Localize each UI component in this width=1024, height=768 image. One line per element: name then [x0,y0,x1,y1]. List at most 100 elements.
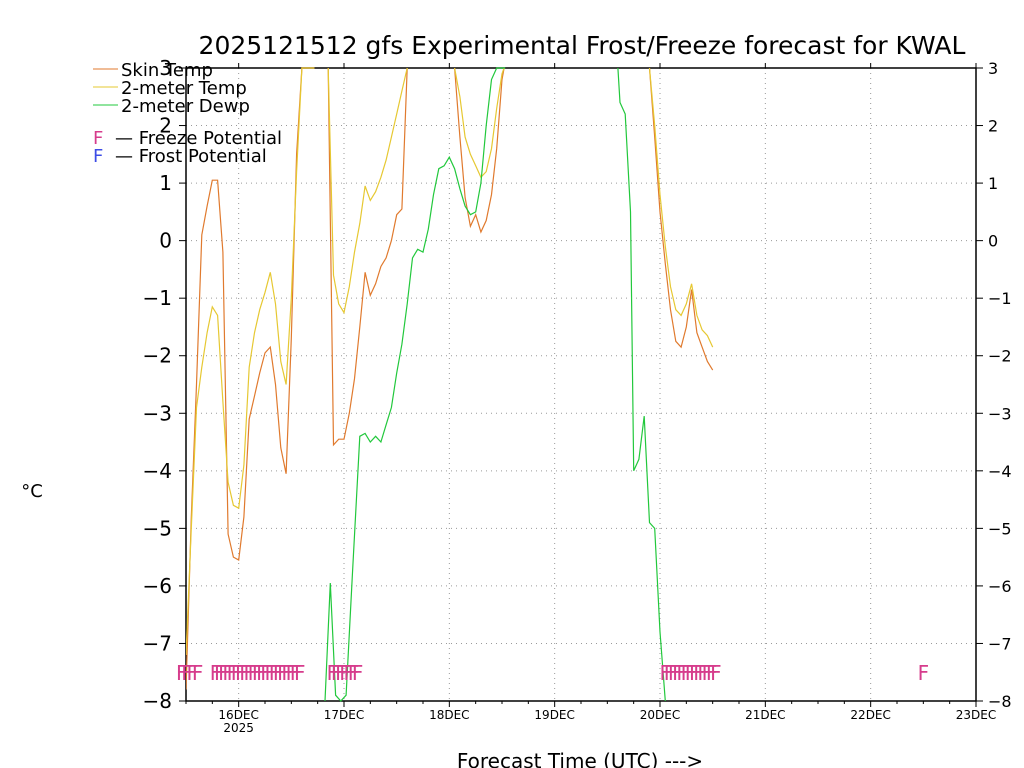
freeze-marker: F [681,661,693,685]
legend-skin-temp: Skin Temp [121,60,213,81]
freeze-marker: F [187,661,199,685]
x-tick-label: 23DEC [956,708,996,722]
y-tick-label-left: −8 [143,689,172,713]
x-tick-label: 18DEC [429,708,469,722]
freeze-marker: F [685,661,697,685]
x-tick-label: 22DEC [850,708,890,722]
x-tick-label: 21DEC [745,708,785,722]
legend-frost-marker: F [93,146,103,167]
y-tick-label-right: −5 [988,519,1012,538]
y-tick-label-left: −3 [143,401,172,425]
freeze-marker: F [706,661,718,685]
plot-frame [185,67,977,702]
freeze-marker: F [256,661,268,685]
legend: Skin Temp 2-meter Temp 2-meter Dewp F — … [93,60,282,167]
freeze-marker: F [348,661,360,685]
x-tick-sublabel: 2025 [223,721,254,735]
freeze-marker: F [352,661,364,685]
freeze-marker: F [269,661,281,685]
freeze-marker: F [918,661,930,685]
freeze-marker: F [181,661,193,685]
freeze-marker: F [664,661,676,685]
y-tick-label-left: 1 [159,171,172,195]
freeze-marker: F [286,661,298,685]
freeze-marker: F [676,661,688,685]
y-tick-label-right: −7 [988,634,1012,653]
tick-labels: −8 −8 −7 −7 −6 −6 −5 −5 −4 −4 −3 −3 −2 −2 −1 −1 0 0 1 1 2 2 3 3… [143,56,1012,735]
freeze-marker: F [710,661,722,685]
x-axis-label: Forecast Time (UTC) ---> [457,749,703,768]
freeze-marker: F [243,661,255,685]
y-tick-label-right: −8 [988,692,1012,711]
x-tick-label: 17DEC [324,708,364,722]
axes [179,63,983,707]
freeze-marker: F [210,661,222,685]
freeze-marker: F [227,661,239,685]
y-tick-label-left: 0 [159,229,172,253]
freeze-marker: F [697,661,709,685]
freeze-marker: F [192,661,204,685]
y-axis-label: °C [21,481,43,502]
freeze-marker: F [339,661,351,685]
y-tick-label-right: −2 [988,347,1012,366]
freeze-marker: F [689,661,701,685]
x-tick-label: 16DEC [218,708,258,722]
series-group [186,67,714,702]
series-line-2-meter-temp [186,67,714,656]
freeze-marker: F [281,661,293,685]
legend-frost-text: — Frost Potential [115,146,267,167]
freeze-marker: F [231,661,243,685]
y-tick-label-right: 3 [988,59,998,78]
freeze-marker: F [290,661,302,685]
freeze-marker: F [252,661,264,685]
y-tick-label-right: 2 [988,117,998,136]
y-tick-label-right: 1 [988,174,998,193]
y-tick-label-left: −6 [143,574,172,598]
y-tick-label-right: −1 [988,289,1012,308]
freeze-marker: F [235,661,247,685]
freeze-marker: F [331,661,343,685]
freeze-marker: F [344,661,356,685]
freeze-marker: F [214,661,226,685]
series-line-skin-temp [186,67,714,690]
y-tick-label-left: 3 [159,56,172,80]
freeze-marker: F [668,661,680,685]
freeze-marker: F [222,661,234,685]
x-tick-label: 20DEC [640,708,680,722]
freeze-marker: F [277,661,289,685]
y-tick-label-left: −5 [143,516,172,540]
freeze-marker: F [294,661,306,685]
y-tick-label-left: 2 [159,114,172,138]
legend-2m-dewp: 2-meter Dewp [121,96,250,117]
y-tick-label-left: −1 [143,286,172,310]
freeze-marker: F [335,661,347,685]
y-tick-label-right: −3 [988,404,1012,423]
legend-2m-temp: 2-meter Temp [121,78,247,99]
freeze-marker: F [260,661,272,685]
legend-freeze-marker: F [93,128,103,149]
freeze-marker: F [672,661,684,685]
freeze-marker: F [273,661,285,685]
freeze-marker: F [218,661,230,685]
y-tick-label-left: −2 [143,344,172,368]
chart-title: 2025121512 gfs Experimental Frost/Freeze… [199,31,966,60]
y-tick-label-left: −7 [143,631,172,655]
freeze-marker: F [176,661,188,685]
y-tick-label-left: −4 [143,459,172,483]
freeze-marker: F [660,661,672,685]
freeze-marker: F [239,661,251,685]
freeze-marker: F [265,661,277,685]
series-line-2-meter-dewp [324,67,666,702]
freeze-marker: F [702,661,714,685]
y-tick-label-right: −4 [988,462,1012,481]
grid [186,68,976,701]
y-tick-label-right: −6 [988,577,1012,596]
freeze-marker: F [693,661,705,685]
y-tick-label-right: 0 [988,232,998,251]
legend-freeze-text: — Freeze Potential [115,128,282,149]
freeze-marker: F [248,661,260,685]
freeze-marker: F [327,661,339,685]
x-tick-label: 19DEC [534,708,574,722]
